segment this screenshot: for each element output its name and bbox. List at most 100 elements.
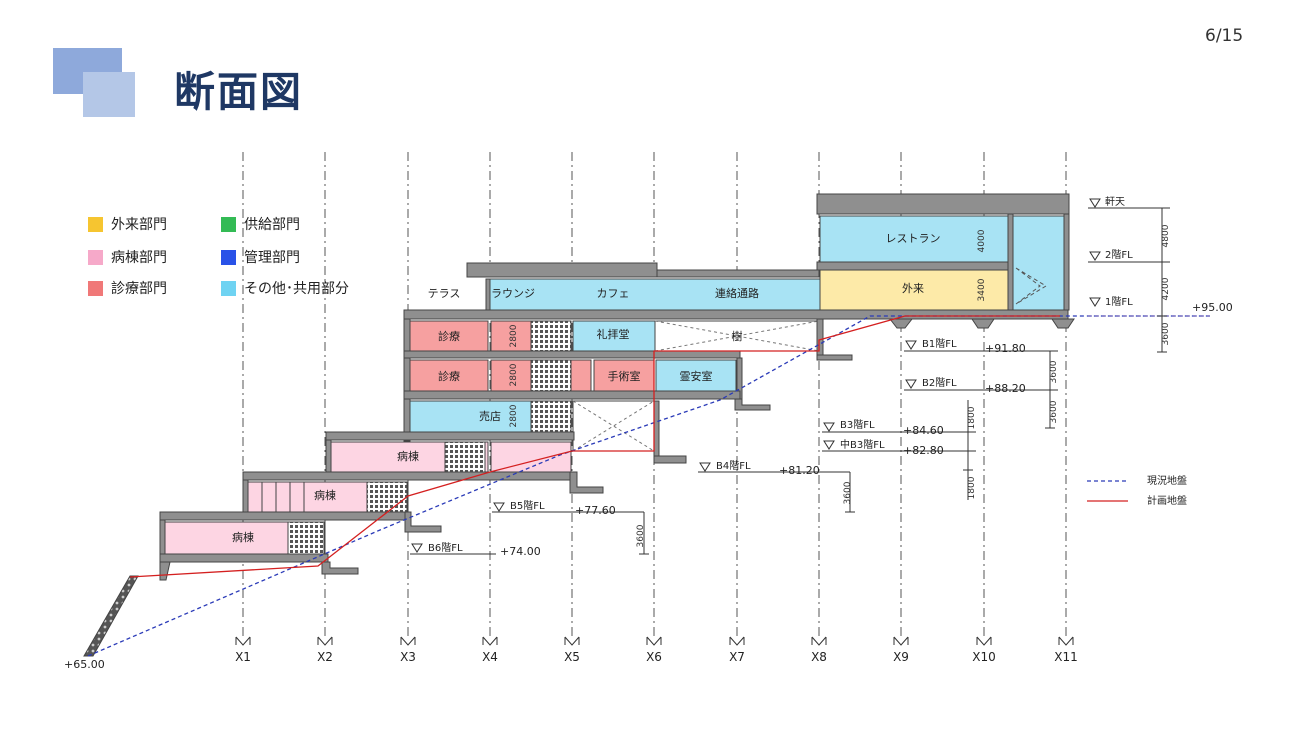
b3-void-cross [572,400,655,452]
existing-ground-label: 現況地盤 [1147,474,1187,487]
level-elev-base: +65.00 [64,658,105,671]
grid-marker-icon [564,636,580,646]
atrium-ramp [1015,267,1047,305]
grid-marker-icon [235,636,251,646]
room-label-clinic-b2: 診療 [438,369,460,383]
b4-slab [242,471,576,481]
grid-label-x2: X2 [317,650,333,664]
ward-b5-cells [261,482,305,512]
grid-markers [235,636,1074,646]
legend-item-clinic: 診療部門 [88,278,167,298]
dim-3600-b5: 3600 [636,524,646,547]
level-marker-icon [1089,297,1101,307]
level-label-b2: B2階FL [922,377,957,389]
morgue-room [655,359,737,392]
grid-label-x9: X9 [893,650,909,664]
room-label-shop: 売店 [479,409,501,423]
b5-slab [159,511,409,521]
grid-marker-icon [893,636,909,646]
clinic-b2-room [409,359,489,392]
level-label-b5: B5階FL [510,500,545,512]
level-label-mb3: 中B3階FL [840,438,885,451]
room-label-ward-b4: 病棟 [397,449,419,463]
level-label-roof: 軒天 [1105,196,1125,208]
dim-1800-lower: 1800 [967,476,977,499]
level-markers-middle [410,340,1058,555]
room-label-terrace: テラス [428,287,461,300]
legend-item-outpatient: 外来部門 [88,214,167,234]
legend-label: その他･共用部分 [244,281,349,297]
level-label-b6: B6階FL [428,542,463,554]
dim-3600-b1b2: 3600 [1049,360,1059,383]
surgery-room [593,359,655,392]
dim-restaurant-height: 4000 [977,229,987,252]
room-label-cafe: カフェ [597,287,630,300]
dim-clinic-b1-height: 2800 [509,324,519,347]
level-label-b1: B1階FL [922,338,957,350]
grid-marker-icon [729,636,745,646]
level-marker-icon [905,340,917,350]
b4-footing [569,471,604,494]
grid-label-x8: X8 [811,650,827,664]
tree-void-cross [654,320,820,352]
legend-label: 病棟部門 [111,250,167,266]
lounge-wall [485,278,491,311]
room-label-surgery: 手術室 [608,369,641,383]
legend-item-admin: 管理部門 [221,247,300,267]
legend-label: 供給部門 [244,217,300,233]
b3-footing [653,455,687,464]
level-elev-b6: +74.00 [500,545,541,558]
building-section [83,193,1075,657]
level-marker-icon [823,440,835,450]
legend-label: 診療部門 [111,281,167,297]
b4-west-wall [325,439,332,475]
legend-swatch-admin [221,249,236,265]
grid-marker-icon [317,636,333,646]
x6-wall [653,400,660,461]
restaurant-room [819,215,1009,263]
clinic-b1-room [409,320,489,352]
room-label-morgue: 霊安室 [680,369,713,383]
grid-label-x4: X4 [482,650,498,664]
legend-item-supply: 供給部門 [221,214,300,234]
floor2-slab [816,261,1014,271]
legend-label: 管理部門 [244,250,300,266]
legend-item-common: その他･共用部分 [221,278,349,298]
level-marker-icon [493,502,505,512]
room-label-lounge: ラウンジ [491,287,535,300]
legend-swatch-outpatient [88,216,103,232]
level-elev-b3: +84.60 [903,424,944,437]
upper-roof-slab [466,262,658,278]
level-label-2f: 2階FL [1105,249,1133,261]
page-number: 6/15 [1205,26,1244,46]
b5-footing [404,511,442,533]
b6-footing [159,561,359,581]
dim-4800: 4800 [1161,224,1171,247]
stair-b5 [366,481,408,513]
room-label-clinic-b1: 診療 [438,329,460,343]
grid-marker-icon [400,636,416,646]
b1-west-wall [403,318,411,442]
grid-label-x11: X11 [1054,650,1078,664]
dim-1800-upper: 1800 [967,406,977,429]
grid-marker-icon [976,636,992,646]
b2-footing [734,398,771,411]
floor1-slab [403,309,1069,320]
x8-footing [816,354,853,361]
level-label-b3: B3階FL [840,419,875,431]
level-elev-b2: +88.20 [985,382,1026,395]
ward-b4-room-2 [490,441,572,473]
stair-b3 [530,400,572,433]
grid-marker-icon [646,636,662,646]
upper-roof-slab-2 [656,269,820,278]
grid-marker-icon [1058,636,1074,646]
dim-3600-b2b3: 3600 [1049,400,1059,423]
b2-slab [403,390,741,400]
room-label-ward-b6: 病棟 [232,530,254,544]
legend-swatch-common [221,280,236,296]
dim-3600-b4: 3600 [843,481,853,504]
grid-label-x5: X5 [564,650,580,664]
planned-ground-label: 計画地盤 [1147,494,1187,507]
roof-slab [816,193,1070,215]
